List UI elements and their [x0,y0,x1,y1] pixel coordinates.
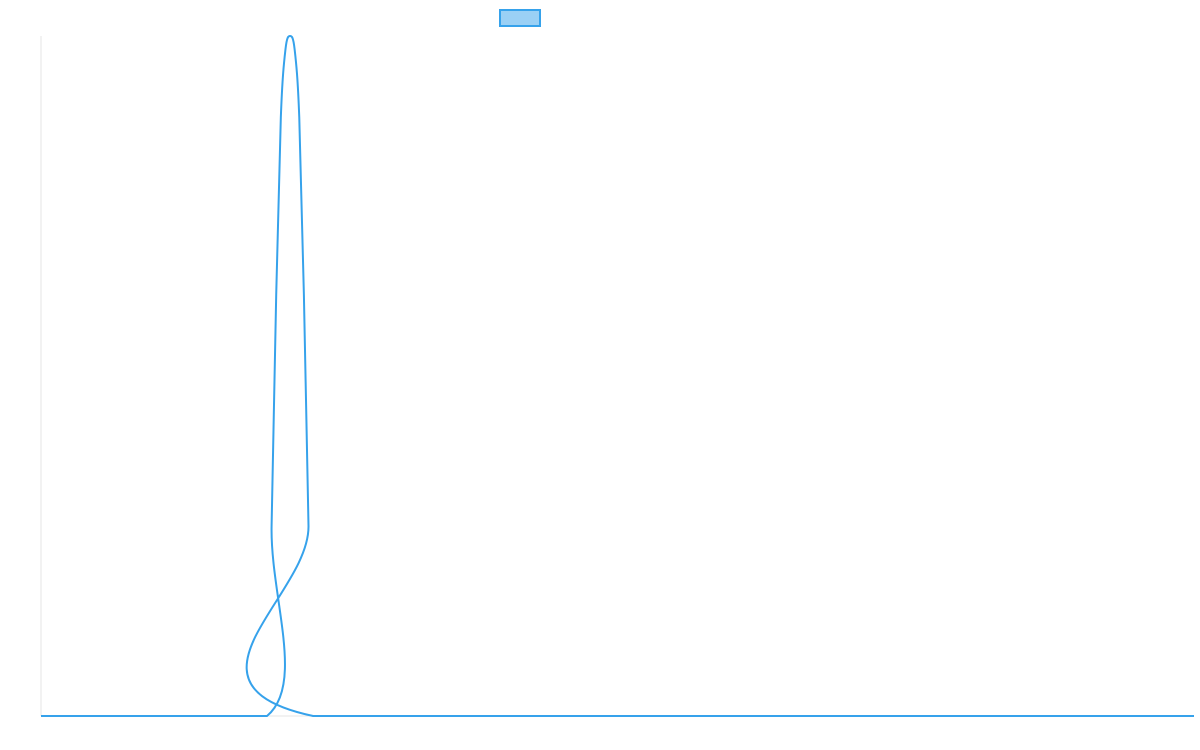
legend[interactable] [499,9,541,27]
series-line-1 [41,34,1194,718]
legend-swatch-series-1[interactable] [499,9,541,27]
series-layer [41,34,1194,718]
